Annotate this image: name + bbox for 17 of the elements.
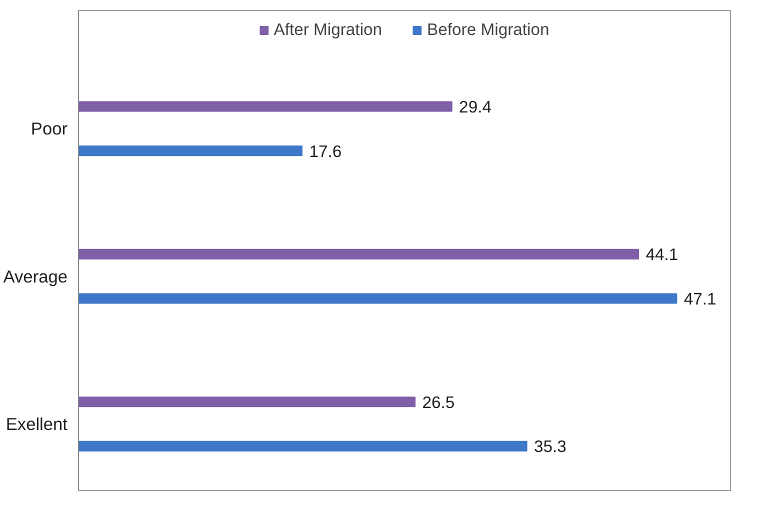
bar — [78, 248, 640, 260]
y-tick-label: Exellent — [6, 414, 68, 434]
bar — [78, 101, 452, 112]
data-label: 44.1 — [646, 245, 678, 264]
data-label: 47.1 — [684, 290, 716, 308]
y-tick-label: Poor — [30, 118, 68, 139]
data-label: 26.5 — [422, 392, 455, 412]
data-label: 35.3 — [534, 437, 566, 456]
y-tick-label: Average — [3, 266, 68, 286]
bar — [78, 293, 678, 304]
bar — [78, 146, 303, 156]
data-label: 29.4 — [459, 98, 492, 116]
bar — [78, 396, 416, 408]
legend-label: Before Migration — [427, 20, 550, 40]
legend-label: After Migration — [274, 20, 382, 40]
bar — [78, 440, 528, 452]
data-label: 17.6 — [309, 142, 342, 161]
